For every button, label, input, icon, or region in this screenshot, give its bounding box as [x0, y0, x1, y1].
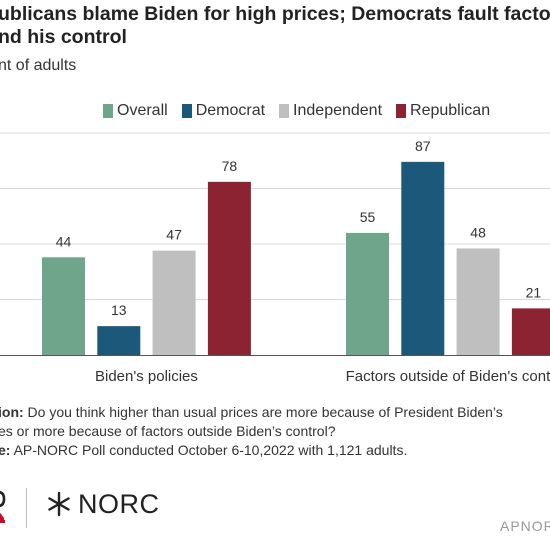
norc-logo-text: NORC	[78, 488, 160, 519]
chart-subtitle: nt of adults	[0, 57, 77, 74]
legend-label-overall: Overall	[117, 102, 168, 119]
norc-logo: NORC	[44, 487, 160, 521]
legend-swatch-independent	[279, 104, 290, 118]
legend-item-overall: Overall	[103, 102, 168, 120]
bar-chart: 44 13 47 78 Biden's policies 55 87 48 21 Factors …	[0, 132, 550, 385]
value-label-democrat-2: 87	[415, 138, 431, 154]
legend-item-democrat: Democrat	[181, 102, 266, 120]
legend-swatch-republican	[396, 104, 407, 118]
question-text-1: Do you think higher than usual prices ar…	[23, 404, 503, 420]
legend-label-republican: Republican	[410, 102, 491, 119]
source-text: AP-NORC Poll conducted October 6-10,2022…	[10, 442, 408, 458]
norc-star-icon	[48, 491, 70, 517]
legend-item-republican: Republican	[396, 102, 490, 120]
bar-democrat-2	[401, 161, 445, 355]
legend-label-independent: Independent	[293, 102, 383, 119]
bar-democrat-1	[97, 326, 141, 355]
value-label-overall-1: 44	[56, 233, 72, 249]
chart-notes: ion: Do you think higher than usual pric…	[0, 403, 550, 460]
value-label-overall-2: 55	[360, 209, 376, 225]
question-label: ion:	[0, 404, 24, 420]
chart-title-line-2: nd his control	[0, 26, 127, 48]
logo-divider	[26, 488, 27, 528]
question-note-line-2: es or more because of factors outside Bi…	[0, 423, 336, 439]
bar-overall-2	[346, 232, 389, 355]
source-note: e: AP-NORC Poll conducted October 6-10,2…	[0, 441, 550, 460]
bar-independent-1	[152, 250, 196, 355]
chart-title: ublicans blame Biden for high prices; De…	[0, 3, 550, 49]
category-label-1: Biden's policies	[95, 368, 198, 385]
value-label-republican-1: 78	[222, 158, 238, 174]
bar-independent-2	[456, 248, 500, 355]
value-label-independent-1: 47	[166, 227, 182, 243]
legend-item-independent: Independent	[279, 102, 382, 120]
brand-footer: APNOR	[500, 518, 550, 534]
ap-logo-partial-icon	[0, 490, 6, 523]
bar-overall-1	[42, 257, 85, 355]
value-label-independent-2: 48	[470, 224, 486, 240]
legend-label-democrat: Democrat	[195, 102, 266, 119]
value-label-republican-2: 21	[526, 284, 542, 300]
legend-swatch-overall	[103, 104, 113, 118]
bar-republican-1	[207, 181, 251, 355]
chart-legend: Overall Democrat Independent Republican	[103, 101, 504, 121]
legend-swatch-democrat	[181, 104, 192, 118]
chart-title-line-1: ublicans blame Biden for high prices; De…	[0, 3, 550, 25]
bar-republican-2	[511, 308, 550, 355]
category-label-2: Factors outside of Biden's contr	[346, 368, 550, 385]
source-label: e:	[0, 442, 11, 458]
value-label-democrat-1: 13	[111, 302, 127, 318]
question-note-line-1: ion: Do you think higher than usual pric…	[0, 403, 550, 422]
